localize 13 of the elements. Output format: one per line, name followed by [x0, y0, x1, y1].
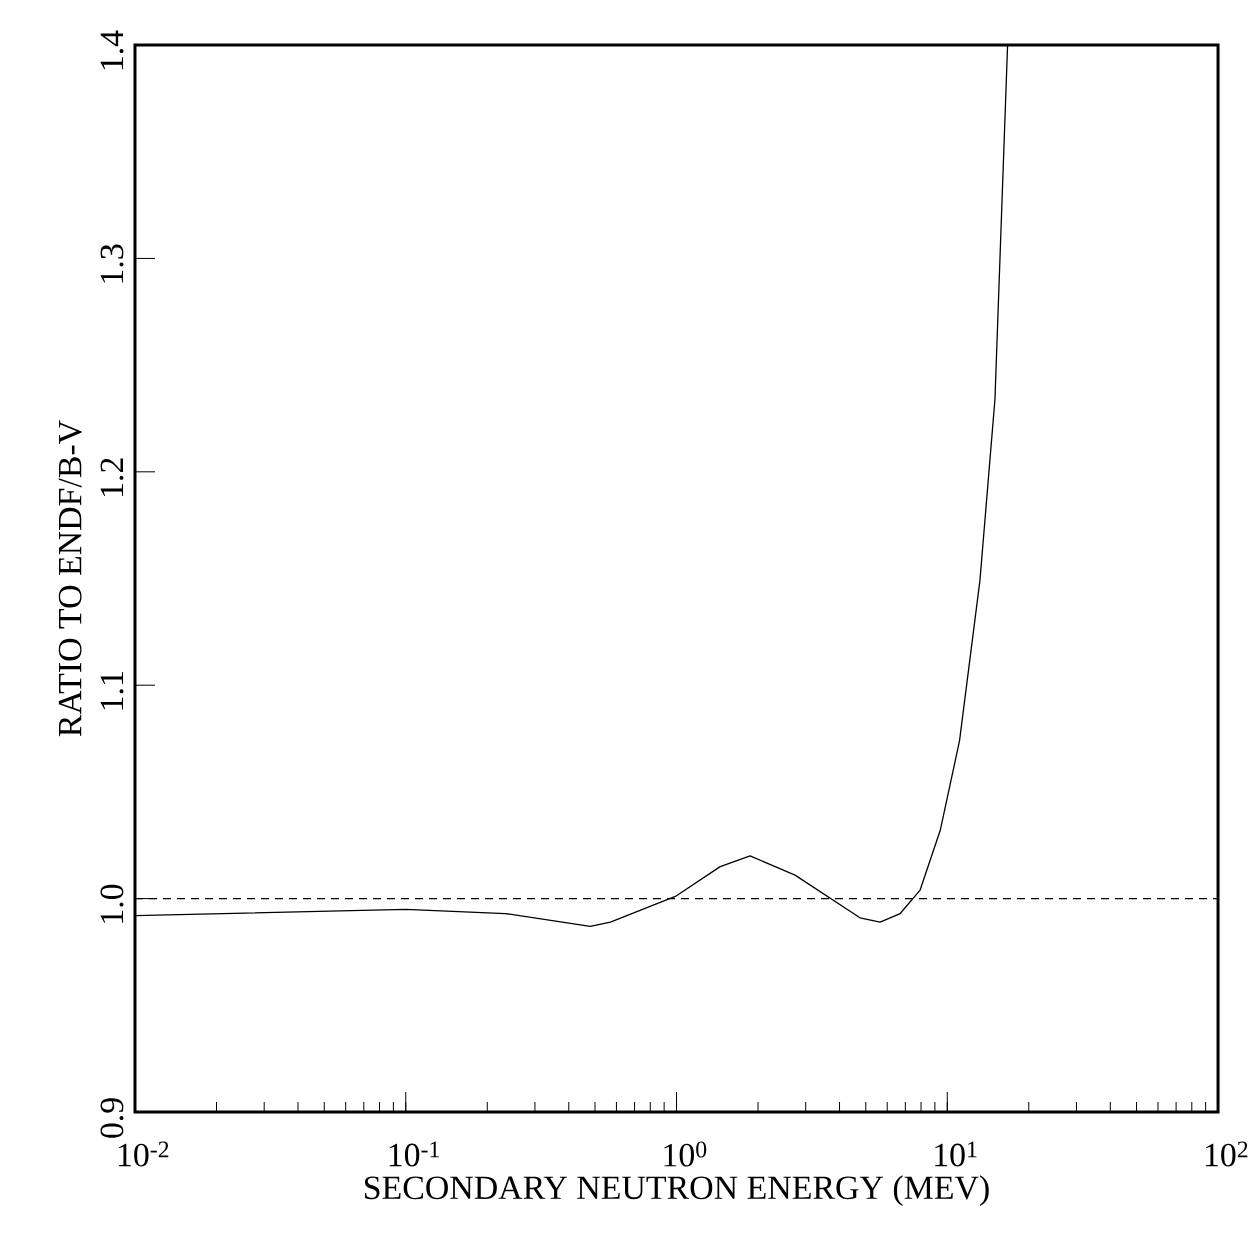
x-tick-label: 10$^{0}$	[664, 1141, 707, 1167]
x-tick-label: 10$^{2}$	[1205, 1141, 1248, 1167]
x-axis-title: SECONDARY NEUTRON ENERGY (MEV)	[364, 1175, 989, 1207]
x-tick-label: 10$^{-1}$	[389, 1141, 439, 1167]
y-tick-label: 1.2	[100, 458, 124, 497]
y-tick-label: 1.0	[100, 884, 124, 923]
y-tick-label: 1.1	[100, 672, 124, 710]
y-axis-title: RATIO TO ENDF/B-V	[58, 420, 82, 737]
x-tick-label: 10$^{1}$	[935, 1141, 977, 1167]
y-tick-label: 1.4	[100, 30, 124, 70]
x-tick-label: 10$^{-2}$	[118, 1141, 169, 1167]
y-tick-label: 0.9	[100, 1098, 124, 1138]
y-tick-label: 1.3	[100, 244, 124, 283]
